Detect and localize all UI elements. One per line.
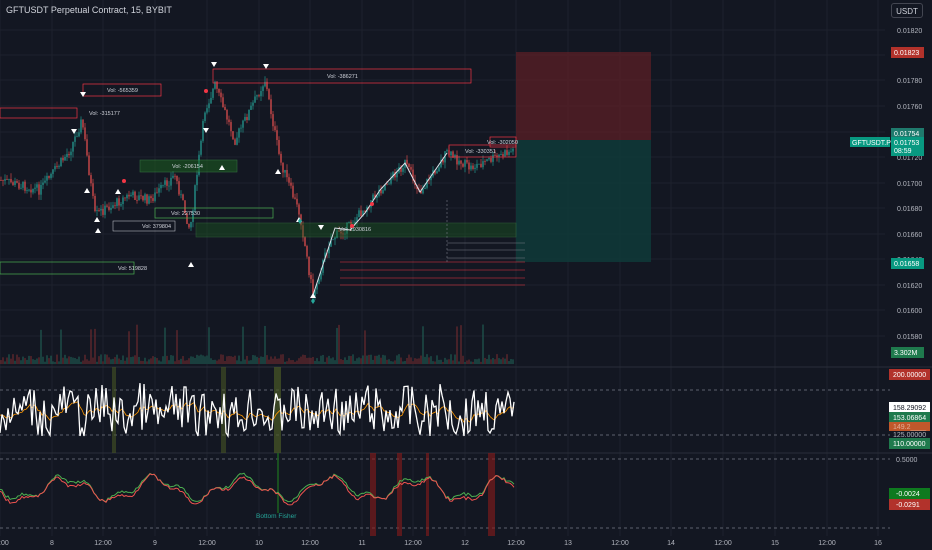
target-zone [516, 140, 651, 262]
currency-selector[interactable]: USDT [891, 3, 923, 18]
svg-text:0.01754: 0.01754 [894, 131, 919, 138]
time-axis: 12:00 8 12:00 9 12:00 10 12:00 11 12:00 12 12:00 13… [0, 540, 882, 547]
time-tick: 12:00 [611, 540, 629, 547]
vol-label: Vol: 227530 [171, 211, 200, 217]
price-tick: 0.01600 [897, 308, 922, 315]
stop-zone [516, 52, 651, 140]
time-tick: 15 [771, 540, 779, 547]
time-tick: 12 [461, 540, 469, 547]
cci-line [0, 383, 515, 439]
time-tick: 12:00 [301, 540, 319, 547]
svg-text:0.01658: 0.01658 [894, 261, 919, 268]
vol-label: Vol: -315177 [89, 111, 120, 117]
time-tick: 9 [153, 540, 157, 547]
volume-histogram [0, 324, 514, 364]
price-tags: 0.01823 0.01754 GFTUSDT.P 0.01753 08:59 … [850, 47, 924, 358]
time-tick: 8 [50, 540, 54, 547]
price-axis: 0.018200.018000.017800.017600.017400.017… [897, 28, 922, 341]
time-tick: 13 [564, 540, 572, 547]
candlestick-series [0, 76, 514, 301]
svg-text:158.29092: 158.29092 [893, 405, 926, 412]
wt-highlight-bars [277, 453, 495, 536]
wt-axis: 0.5000 -0.0024 -0.0291 [889, 457, 930, 510]
svg-text:153.06864: 153.06864 [893, 415, 926, 422]
bottom-fisher-label: Bottom Fisher [256, 513, 297, 520]
svg-text:GFTUSDT.P: GFTUSDT.P [852, 140, 891, 147]
vol-label: Vol: -386271 [327, 74, 358, 80]
price-tick: 0.01780 [897, 78, 922, 85]
time-tick: 12:00 [198, 540, 216, 547]
time-tick: 11 [358, 540, 365, 547]
svg-text:125.00000: 125.00000 [893, 432, 926, 439]
svg-text:3.302M: 3.302M [894, 350, 918, 357]
cci-highlight-bars [112, 367, 281, 453]
signal-markers [71, 62, 374, 304]
wt-line-red [0, 473, 515, 506]
vol-label: Vol: -565359 [107, 88, 138, 94]
time-tick: 12:00 [94, 540, 112, 547]
price-tick: 0.01660 [897, 232, 922, 239]
svg-text:0.01753: 0.01753 [894, 140, 919, 147]
vol-label: Vol: 2930816 [339, 227, 371, 233]
price-tick: 0.01680 [897, 206, 922, 213]
time-tick: 12:00 [0, 540, 9, 547]
time-tick: 10 [255, 540, 263, 547]
price-tick: 0.01720 [897, 155, 922, 162]
time-tick: 12:00 [818, 540, 836, 547]
time-tick: 14 [667, 540, 675, 547]
price-tick: 0.01760 [897, 104, 922, 111]
svg-text:08:59: 08:59 [894, 148, 912, 155]
price-tick: 0.01700 [897, 181, 922, 188]
vol-label: Vol: 519828 [118, 266, 147, 272]
grid-lines [0, 0, 885, 536]
price-tick: 0.01620 [897, 283, 922, 290]
svg-text:0.01823: 0.01823 [894, 50, 919, 57]
vol-label: Vol: -330351 [465, 149, 496, 155]
svg-text:110.00000: 110.00000 [893, 441, 926, 448]
wt-line-green [0, 472, 515, 503]
price-tick: 0.01820 [897, 28, 922, 35]
vol-label: Vol: -302050 [487, 140, 518, 146]
svg-text:-0.0024: -0.0024 [896, 491, 920, 498]
svg-text:0.5000: 0.5000 [896, 457, 918, 464]
zigzag-line [312, 152, 448, 296]
chart-title: GFTUSDT Perpetual Contract, 15, BYBIT [6, 5, 172, 15]
supply-demand-zones [0, 68, 525, 286]
price-tick: 0.01580 [897, 334, 922, 341]
svg-text:200.00000: 200.00000 [893, 372, 926, 379]
svg-text:149.2____: 149.2____ [893, 424, 926, 431]
cci-axis: 200.00000 158.29092 153.06864 149.2____ … [889, 369, 930, 449]
vol-label: Vol: -206154 [172, 164, 203, 170]
time-tick: 12:00 [404, 540, 422, 547]
svg-text:-0.0291: -0.0291 [896, 502, 920, 509]
time-tick: 12:00 [714, 540, 732, 547]
time-tick: 16 [874, 540, 882, 547]
vol-label: Vol: 379804 [142, 224, 171, 230]
time-tick: 12:00 [507, 540, 525, 547]
